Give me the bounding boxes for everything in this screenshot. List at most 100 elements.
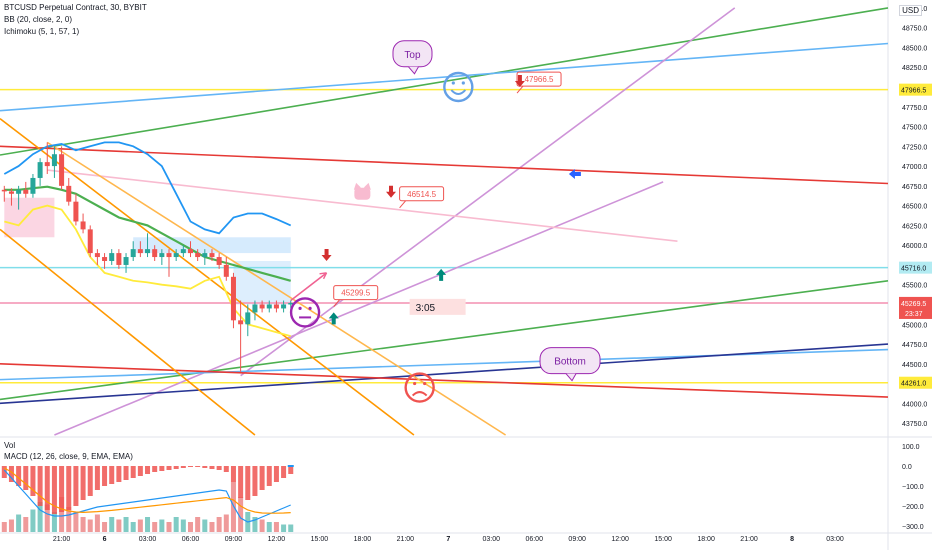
macd-histogram-bar <box>23 466 29 490</box>
candle-body <box>44 162 50 167</box>
candle-body <box>223 264 229 277</box>
candle-body <box>187 249 193 254</box>
macd-histogram-bar <box>30 466 36 496</box>
time-tick-label: 7 <box>446 536 450 543</box>
volume-bar <box>16 514 22 532</box>
price-tick-label: 44750.0 <box>902 342 927 349</box>
macd-histogram-bar <box>51 466 57 514</box>
volume-bar <box>44 504 50 532</box>
macd-histogram-bar <box>266 466 272 486</box>
macd-histogram-bar <box>66 466 72 510</box>
ichimoku-legend: Ichimoku (5, 1, 57, 1) <box>4 27 80 36</box>
macd-histogram-bar <box>59 466 65 512</box>
candle-body <box>30 177 36 194</box>
macd-histogram-bar <box>180 466 186 468</box>
candle-body <box>73 201 79 222</box>
macd-histogram-bar <box>37 466 43 506</box>
candle-body <box>102 257 108 261</box>
speech-bubble-label: Top <box>404 50 421 61</box>
candle-body <box>202 253 208 258</box>
face-eye <box>451 81 455 85</box>
level-label-bg <box>899 261 932 274</box>
volume-bar <box>281 524 287 532</box>
time-tick-label: 6 <box>103 536 107 543</box>
candle-body <box>94 253 100 258</box>
bollinger-upper-band <box>3 141 292 235</box>
time-tick-label: 03:00 <box>482 536 500 543</box>
last-price-label: 45269.5 <box>901 301 926 308</box>
time-tick-label: 12:00 <box>611 536 629 543</box>
trendline <box>0 118 415 436</box>
candle-body <box>166 253 172 258</box>
macd-histogram-bar <box>288 466 294 474</box>
trendline <box>46 141 507 436</box>
trendline <box>240 7 736 377</box>
volume-bar <box>73 512 79 532</box>
currency-label[interactable]: USD <box>899 5 922 16</box>
time-tick-label: 18:00 <box>354 536 372 543</box>
volume-bar <box>59 497 65 532</box>
face-eye <box>423 381 427 386</box>
price-tick-label: 48250.0 <box>902 65 927 72</box>
trendline <box>290 272 328 302</box>
macd-histogram-bar <box>94 466 100 490</box>
time-tick-label: 06:00 <box>525 536 543 543</box>
arrow-down-icon <box>321 249 332 262</box>
candle-body <box>230 276 236 321</box>
face-eye <box>413 381 417 386</box>
time-tick-label: 03:00 <box>826 536 844 543</box>
macd-histogram-bar <box>116 466 122 482</box>
macd-histogram-bar <box>252 466 258 496</box>
macd-histogram-bar <box>230 466 236 482</box>
candle-body <box>1 189 7 192</box>
price-tick-label: 46750.0 <box>902 184 927 191</box>
macd-histogram-bar <box>159 466 165 471</box>
trendline <box>0 42 889 112</box>
macd-histogram-bar <box>102 466 108 486</box>
level-label: 44261.0 <box>901 381 926 388</box>
time-tick-label: 15:00 <box>311 536 329 543</box>
speech-bubble-tail <box>408 66 419 75</box>
time-tick-label: 8 <box>790 536 794 543</box>
volume-bar <box>209 522 215 532</box>
candle-body <box>252 304 258 313</box>
time-tick-label: 21:00 <box>397 536 415 543</box>
price-callout-pointer <box>399 200 406 209</box>
time-tick-label: 21:00 <box>740 536 758 543</box>
candle-body <box>80 221 86 230</box>
time-tick-label: 09:00 <box>225 536 243 543</box>
macd-histogram-bar <box>145 466 151 474</box>
countdown-label: 3:05 <box>416 303 436 314</box>
price-tick-label: 47750.0 <box>902 105 927 112</box>
price-tick-label: 43750.0 <box>902 421 927 428</box>
candle-body <box>59 154 65 186</box>
candle-body <box>266 304 272 309</box>
volume-bar <box>102 522 108 532</box>
volume-bar <box>259 519 265 532</box>
macd-histogram-bar <box>44 466 50 510</box>
volume-bar <box>252 517 258 532</box>
volume-bar <box>288 524 294 532</box>
volume-bar <box>116 519 122 532</box>
face-eye <box>461 81 465 85</box>
face-eye <box>308 306 312 311</box>
trendline <box>0 7 889 156</box>
projection-arrowhead <box>319 272 328 280</box>
volume-bar <box>123 517 129 532</box>
trendline <box>0 228 256 436</box>
volume-bar <box>173 517 179 532</box>
macd-tick-label: 0.0 <box>902 464 912 471</box>
macd-histogram-bar <box>273 466 279 482</box>
level-label: 47966.5 <box>901 88 926 95</box>
price-tick-label: 45500.0 <box>902 283 927 290</box>
volume-bar <box>273 522 279 532</box>
macd-tick-label: −100.0 <box>902 484 924 491</box>
macd-histogram-bar <box>123 466 129 480</box>
trendline <box>0 363 889 398</box>
macd-histogram-bar <box>73 466 79 506</box>
macd-histogram-bar <box>87 466 93 496</box>
macd-tick-label: −300.0 <box>902 524 924 531</box>
candle-body <box>87 229 93 254</box>
